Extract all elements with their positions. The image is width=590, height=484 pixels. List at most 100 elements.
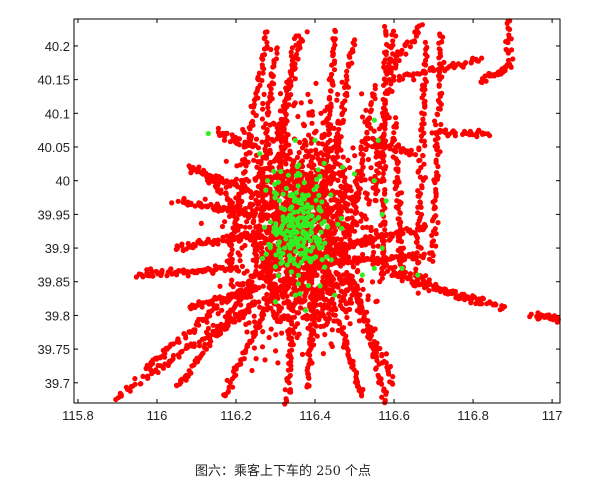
- red-trajectory-point: [253, 241, 259, 247]
- red-trajectory-point: [169, 200, 175, 206]
- red-trajectory-point: [266, 255, 272, 261]
- red-trajectory-point: [475, 58, 481, 64]
- red-trajectory-point: [160, 365, 166, 371]
- red-trajectory-point: [368, 227, 374, 234]
- red-trajectory-point: [360, 251, 366, 258]
- red-trajectory-point: [282, 98, 288, 104]
- red-trajectory-point: [422, 98, 428, 104]
- red-trajectory-point: [332, 312, 338, 318]
- red-trajectory-point: [340, 272, 346, 278]
- red-trajectory-point: [334, 217, 340, 223]
- green-pickup-dropoff-point: [338, 215, 345, 222]
- red-trajectory-point: [436, 40, 442, 46]
- red-trajectory-point: [355, 257, 361, 263]
- red-trajectory-point: [175, 352, 181, 358]
- red-trajectory-point: [371, 128, 377, 134]
- red-trajectory-point: [291, 286, 297, 292]
- green-pickup-dropoff-point: [379, 245, 385, 251]
- red-trajectory-point: [294, 321, 301, 327]
- red-trajectory-point: [278, 163, 284, 169]
- red-trajectory-point: [284, 132, 290, 138]
- red-trajectory-point: [369, 279, 376, 285]
- green-pickup-dropoff-point: [272, 299, 279, 305]
- red-trajectory-point: [392, 57, 398, 63]
- red-trajectory-point: [159, 270, 165, 276]
- red-trajectory-point: [275, 156, 281, 162]
- red-trajectory-point: [256, 285, 262, 291]
- red-trajectory-point: [311, 328, 317, 334]
- red-trajectory-point: [253, 268, 259, 274]
- red-trajectory-point: [360, 164, 366, 170]
- red-trajectory-point: [308, 313, 314, 319]
- red-trajectory-point: [325, 175, 331, 181]
- red-trajectory-point: [264, 44, 270, 50]
- red-trajectory-point: [242, 183, 248, 189]
- green-pickup-dropoff-point: [295, 183, 301, 189]
- red-trajectory-point: [411, 38, 417, 44]
- red-trajectory-point: [336, 293, 342, 299]
- red-trajectory-point: [284, 88, 290, 94]
- red-trajectory-point: [244, 219, 250, 225]
- red-trajectory-point: [239, 245, 245, 251]
- green-pickup-dropoff-point: [273, 252, 279, 258]
- red-trajectory-point: [284, 378, 290, 384]
- red-trajectory-point: [267, 159, 274, 165]
- red-trajectory-point: [132, 376, 138, 382]
- red-trajectory-point: [247, 204, 253, 210]
- red-trajectory-point: [308, 158, 314, 164]
- red-trajectory-point: [320, 278, 326, 284]
- red-trajectory-point: [432, 197, 438, 203]
- red-trajectory-point: [294, 334, 300, 341]
- red-trajectory-point: [339, 79, 345, 85]
- green-pickup-dropoff-point: [277, 254, 284, 260]
- red-trajectory-point: [351, 239, 358, 245]
- red-trajectory-point: [432, 137, 438, 143]
- red-trajectory-point: [295, 47, 301, 53]
- red-trajectory-point: [382, 145, 388, 151]
- red-trajectory-point: [251, 319, 258, 325]
- red-trajectory-point: [374, 298, 380, 304]
- red-trajectory-point: [216, 131, 223, 137]
- red-trajectory-point: [194, 319, 200, 325]
- green-pickup-dropoff-point: [319, 257, 325, 263]
- red-trajectory-point: [223, 184, 229, 190]
- red-trajectory-point: [376, 374, 382, 381]
- red-trajectory-point: [236, 136, 242, 142]
- green-pickup-dropoff-point: [305, 282, 311, 289]
- red-trajectory-point: [324, 169, 330, 175]
- red-trajectory-point: [302, 274, 308, 280]
- red-trajectory-point: [268, 73, 274, 79]
- green-pickup-dropoff-point: [275, 242, 281, 248]
- red-trajectory-point: [325, 132, 332, 138]
- red-trajectory-point: [340, 277, 346, 283]
- red-trajectory-point: [382, 57, 388, 63]
- red-trajectory-point: [391, 135, 397, 141]
- red-trajectory-point: [381, 76, 387, 82]
- red-trajectory-point: [200, 316, 206, 322]
- red-trajectory-point: [282, 145, 288, 151]
- red-trajectory-point: [345, 201, 351, 207]
- red-trajectory-point: [246, 178, 252, 184]
- red-trajectory-point: [185, 269, 191, 275]
- red-trajectory-point: [225, 320, 231, 326]
- red-trajectory-point: [311, 342, 317, 348]
- green-pickup-dropoff-point: [309, 230, 315, 236]
- red-trajectory-point: [262, 34, 268, 41]
- red-trajectory-point: [398, 51, 404, 57]
- green-pickup-dropoff-point: [261, 224, 268, 230]
- green-pickup-dropoff-point: [292, 261, 298, 267]
- red-trajectory-point: [344, 90, 350, 96]
- red-trajectory-point: [436, 73, 442, 79]
- red-trajectory-point: [235, 207, 241, 213]
- red-trajectory-point: [168, 266, 174, 272]
- red-trajectory-point: [298, 187, 305, 193]
- red-trajectory-point: [411, 77, 417, 83]
- red-trajectory-point: [343, 309, 349, 315]
- red-trajectory-point: [289, 45, 295, 51]
- red-trajectory-point: [505, 26, 511, 32]
- red-trajectory-point: [240, 314, 246, 321]
- red-trajectory-point: [284, 293, 290, 299]
- red-trajectory-point: [360, 158, 366, 164]
- green-pickup-dropoff-point: [301, 180, 307, 186]
- red-trajectory-point: [337, 241, 343, 247]
